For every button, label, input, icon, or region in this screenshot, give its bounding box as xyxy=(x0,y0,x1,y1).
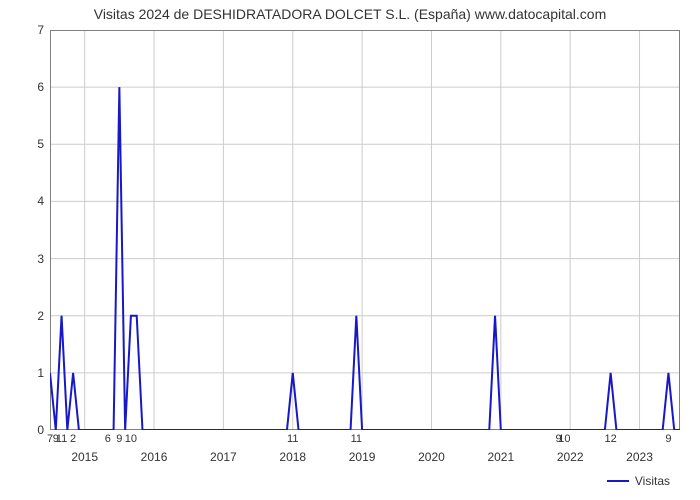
x-point-label: 11 xyxy=(283,433,303,445)
x-point-label: 11 xyxy=(346,433,366,445)
x-year-label: 2018 xyxy=(273,450,313,464)
x-point-label: 9 xyxy=(658,433,678,445)
legend-label: Visitas xyxy=(635,474,670,488)
chart-svg xyxy=(50,30,680,430)
x-year-label: 2016 xyxy=(134,450,174,464)
visits-chart: Visitas 2024 de DESHIDRATADORA DOLCET S.… xyxy=(0,0,700,500)
x-year-label: 2019 xyxy=(342,450,382,464)
y-tick-label: 1 xyxy=(37,366,44,380)
x-point-label: 12 xyxy=(601,433,621,445)
x-year-label: 2021 xyxy=(481,450,521,464)
y-tick-label: 2 xyxy=(37,309,44,323)
chart-legend: Visitas xyxy=(607,474,670,488)
x-year-label: 2023 xyxy=(620,450,660,464)
plot-area xyxy=(50,30,680,430)
x-year-label: 2022 xyxy=(550,450,590,464)
x-point-label: 2 xyxy=(63,433,83,445)
x-point-label: 10 xyxy=(121,433,141,445)
legend-swatch xyxy=(607,480,629,482)
x-year-label: 2015 xyxy=(65,450,105,464)
chart-title: Visitas 2024 de DESHIDRATADORA DOLCET S.… xyxy=(0,6,700,22)
y-tick-label: 4 xyxy=(37,194,44,208)
y-tick-label: 5 xyxy=(37,137,44,151)
y-tick-label: 3 xyxy=(37,252,44,266)
x-point-label: 10 xyxy=(554,433,574,445)
y-tick-label: 6 xyxy=(37,80,44,94)
x-year-label: 2020 xyxy=(411,450,451,464)
x-year-label: 2017 xyxy=(203,450,243,464)
y-tick-label: 7 xyxy=(37,23,44,37)
